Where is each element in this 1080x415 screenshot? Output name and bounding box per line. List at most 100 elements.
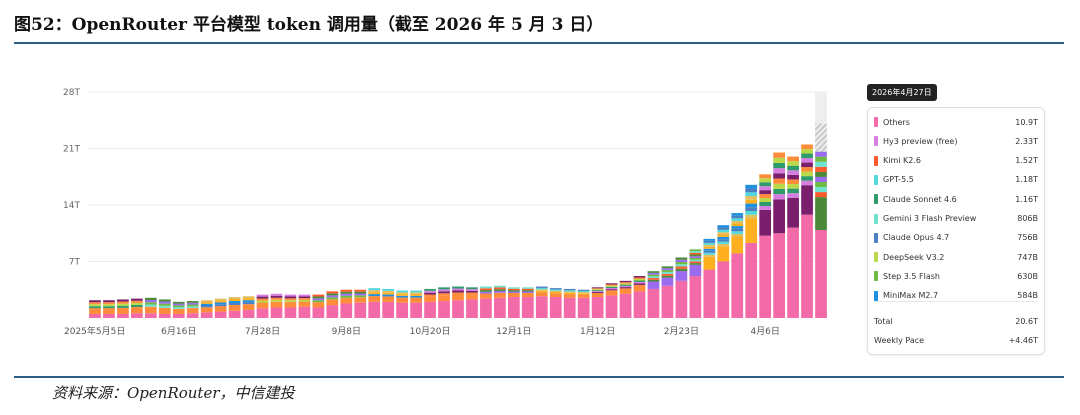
bar-segment (131, 302, 143, 305)
bar-segment (815, 166, 827, 172)
legend-value: 584B (1017, 291, 1038, 301)
legend-value: 2.33T (1015, 136, 1038, 146)
bar-segment (759, 178, 772, 183)
bar-segment (549, 288, 562, 290)
bar-segment (228, 297, 241, 300)
bar-segment (577, 292, 590, 294)
legend-label: DeepSeek V3.2 (883, 252, 945, 262)
bar-segment (172, 307, 185, 309)
bar-segment (675, 257, 688, 260)
bar-segment (731, 228, 744, 232)
bar-segment (326, 291, 339, 294)
bar-segment (131, 313, 143, 318)
bar-segment (242, 296, 255, 299)
bar-segment (815, 230, 827, 318)
bar-segment (675, 264, 688, 267)
bar-segment (521, 291, 534, 293)
bar-segment (172, 301, 185, 304)
bar-segment (703, 240, 716, 243)
bar-segment (605, 290, 618, 296)
bar-segment (103, 313, 115, 318)
legend-separator (874, 301, 1038, 302)
bar-segment (801, 162, 813, 168)
bar-segment (577, 297, 590, 318)
legend-item[interactable]: Gemini 3 Flash Preview 806B (874, 211, 1038, 227)
bar-segment (787, 193, 799, 198)
bar-segment (410, 297, 422, 303)
legend-item[interactable]: Claude Opus 4.7 756B (874, 230, 1038, 246)
bar-segment (200, 300, 213, 302)
bar-segment (731, 220, 744, 224)
bar-segment (480, 288, 492, 291)
bar-segment (689, 259, 702, 262)
bar-segment (186, 301, 199, 303)
bar-segment (675, 268, 688, 272)
bar-segment (787, 197, 799, 228)
bar-segment (284, 294, 297, 297)
bar-segment (675, 280, 688, 318)
projected-bar (815, 92, 827, 152)
bar-segment (144, 297, 157, 301)
bar-segment (717, 241, 730, 244)
bar-segment (424, 292, 436, 295)
x-tick-label: 12月1日 (496, 326, 531, 337)
bar-segment (354, 289, 367, 292)
legend-item[interactable]: Hy3 preview (free) 2.33T (874, 133, 1038, 149)
bar-segment (298, 299, 311, 302)
bar-segment (787, 184, 799, 189)
bar-segment (619, 287, 632, 289)
bar-segment (298, 298, 311, 300)
legend-item[interactable]: GPT-5.5 1.18T (874, 172, 1038, 188)
bar-segment (549, 297, 562, 318)
bar-segment (103, 306, 115, 309)
bar-segment (438, 293, 450, 296)
bar-segment (424, 288, 436, 291)
legend-item[interactable]: Step 3.5 Flash 630B (874, 268, 1038, 284)
bar-segment (731, 253, 744, 318)
legend-swatch (874, 174, 878, 185)
bar-segment (815, 156, 827, 162)
bar-segment (577, 290, 590, 293)
bar-segment (200, 301, 213, 304)
bar-segment (619, 280, 632, 283)
bar-segment (577, 293, 590, 295)
bar-segment (89, 304, 101, 307)
bar-segment (144, 302, 157, 305)
bar-segment (535, 296, 548, 318)
bar-segment (731, 236, 744, 254)
bar-segment (633, 284, 646, 292)
bar-segment (256, 294, 269, 297)
legend-value: 756B (1017, 233, 1038, 243)
bar-segment (815, 192, 827, 198)
bar-segment (773, 178, 785, 184)
bar-segment (633, 280, 646, 282)
legend-item[interactable]: Claude Sonnet 4.6 1.16T (874, 191, 1038, 207)
bar-segment (801, 214, 813, 318)
bar-segment (787, 227, 799, 318)
bar-segment (689, 252, 702, 255)
bar-segment (717, 261, 730, 318)
bar-segment (466, 289, 478, 291)
legend-item[interactable]: MiniMax M2.7 584B (874, 288, 1038, 304)
bar-segment (591, 289, 604, 291)
bar-segment (731, 218, 744, 221)
bar-segment (759, 205, 772, 210)
bar-segment (340, 297, 353, 304)
legend-item[interactable]: Kimi K2.6 1.52T (874, 153, 1038, 169)
bar-segment (312, 296, 325, 299)
bar-segment (103, 304, 115, 307)
legend-item[interactable]: DeepSeek V3.2 747B (874, 249, 1038, 265)
bar-segment (396, 297, 409, 303)
legend-value: 806B (1017, 214, 1038, 223)
bar-segment (200, 307, 213, 313)
bar-segment (773, 194, 785, 200)
legend-item[interactable]: Others 10.9T (874, 114, 1038, 130)
bar-segment (647, 276, 660, 279)
bar-segment (410, 294, 422, 296)
bar-segment (103, 302, 115, 305)
bar-segment (270, 297, 283, 300)
bar-segment (270, 295, 283, 298)
bar-segment (577, 294, 590, 298)
bar-segment (410, 290, 422, 293)
bar-segment (480, 290, 492, 292)
